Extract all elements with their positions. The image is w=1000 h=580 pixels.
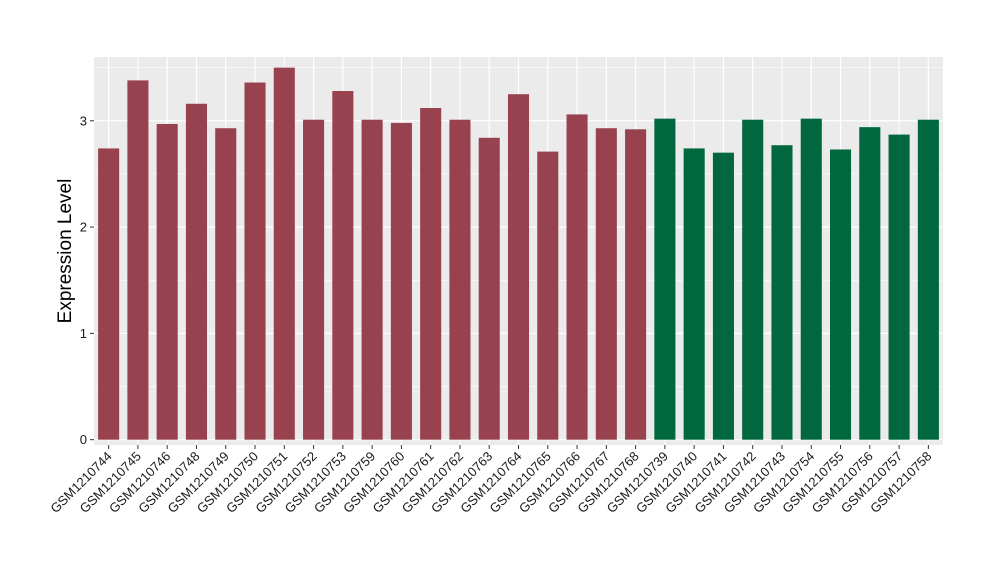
bar-GSM1210739 [654,118,676,440]
bar-GSM1210762 [449,119,471,440]
bar-GSM1210757 [888,134,910,440]
bar-GSM1210748 [185,103,208,440]
bar-GSM1210744 [98,148,120,440]
bar-GSM1210766 [566,114,588,440]
bar-GSM1210759 [361,119,383,440]
y-tick-label: 2 [80,220,87,235]
bar-GSM1210751 [273,67,295,440]
bar-GSM1210758 [917,119,939,440]
y-tick-label: 3 [80,113,87,128]
bar-GSM1210756 [859,127,881,440]
bar-GSM1210754 [800,118,822,440]
bar-GSM1210763 [478,137,500,440]
y-axis-title: Expression Level [55,179,76,324]
bar-GSM1210750 [244,82,266,440]
bars [98,67,939,440]
bar-GSM1210742 [742,119,764,440]
bar-GSM1210753 [332,91,354,440]
bar-GSM1210745 [127,80,149,440]
x-axis: GSM1210744GSM1210745GSM1210746GSM1210748… [47,445,934,516]
y-tick-label: 1 [80,326,87,341]
bar-GSM1210764 [507,94,530,440]
bar-GSM1210760 [390,122,412,440]
bar-GSM1210752 [303,119,325,440]
y-tick-label: 0 [80,432,87,447]
bar-GSM1210755 [829,149,852,440]
bar-GSM1210761 [420,108,442,440]
bar-GSM1210741 [712,152,734,440]
bar-GSM1210767 [595,128,617,440]
bar-GSM1210740 [683,148,705,440]
y-axis: 0 1 2 3 [80,113,94,447]
bar-GSM1210746 [156,123,178,440]
bar-GSM1210743 [771,145,793,440]
bar-GSM1210768 [625,129,647,440]
bar-GSM1210765 [537,151,559,440]
bar-GSM1210749 [215,128,237,440]
